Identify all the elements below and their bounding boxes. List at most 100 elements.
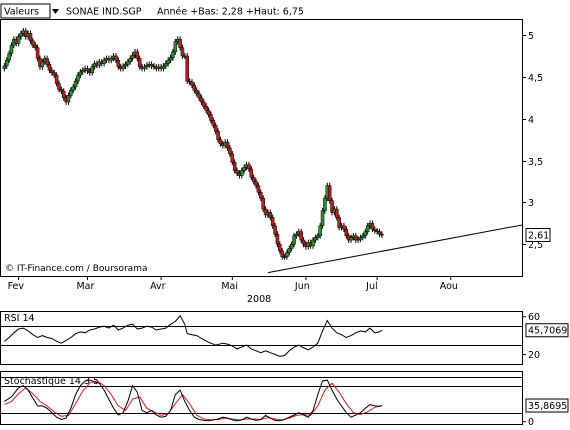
candle-up [349,237,353,241]
candle-up [171,51,175,58]
candle-up [66,95,71,103]
candle-up [166,59,170,64]
candle-down [209,114,213,121]
candle-up [78,71,83,76]
candle-down [225,141,230,149]
candle-down [254,181,258,186]
rsi-value-rect [525,323,569,338]
valeurs-label: Valeurs [4,7,39,18]
candle-up [292,235,296,245]
candle-down [152,65,156,68]
rsi-title: RSI 14 [4,313,35,324]
candle-down [33,44,37,48]
candle-up [40,61,45,68]
candle-down [206,110,211,115]
candle-up [361,235,365,238]
candle-up [128,58,132,63]
candle-up [313,237,318,241]
candle-up [19,33,23,37]
candle-up [16,36,21,44]
candle-down [299,231,303,241]
candle-down [216,131,220,140]
candle-down [28,33,33,42]
candle-down [194,90,199,94]
candle-down [197,93,201,99]
candle-down [185,55,189,82]
stochastic-value-box: 35,8695 [525,398,569,413]
candle-down [202,101,206,107]
candle-down [256,185,261,193]
candle-down [228,147,232,155]
candle-up [365,225,370,232]
price-y-axis: 2,5 3 3,5 4 4,5 5 [522,31,543,251]
candle-down [327,185,332,201]
candle-down [380,233,384,236]
candle-down [335,208,339,218]
dropdown-arrow-icon[interactable] [52,9,59,14]
candle-up [316,235,320,238]
credit-text: © IT-Finance.com / Boursorama [5,264,147,274]
candle-up [2,65,7,69]
candle-up [123,64,128,67]
candle-down [45,58,49,65]
candle-up [109,58,113,61]
candle-up [9,44,14,54]
candle-up [240,170,244,176]
stochastic-y-axis: 0 [522,417,534,428]
support-trendline [267,224,523,274]
last-value-label: 2,61 [528,231,549,242]
month-label: Mar [76,281,94,292]
candle-up [69,90,73,96]
price-panel: 2,5 3 3,5 4 4,5 5 2,61 © IT-Finance.com / Bou… [0,19,551,277]
candle-down [149,64,154,67]
last-value-box: 2,61 [525,228,551,243]
chart-header: Valeurs SONAE IND.SGP Année +Bas: 2,28 +… [0,3,304,19]
rsi-gridlines [1,326,522,346]
candle-down [61,90,66,99]
indicator-tick-label: 60 [528,312,540,323]
candle-up [76,74,80,82]
candle-down [59,89,64,92]
candle-down [337,217,341,228]
candle-up [161,65,166,69]
candle-down [268,212,273,218]
price-y-tick-label: 3 [528,198,534,209]
candlestick-series [2,27,384,260]
candle-down [137,58,142,68]
candle-up [173,41,178,53]
rsi-panel-frame [0,311,523,365]
candle-up [80,69,85,73]
stochastic-k-line [4,379,383,422]
stochastic-value-label: 35,8695 [528,401,567,412]
rsi-value-label: 45,7069 [528,326,567,337]
indicator-tick-label: 0 [528,417,534,428]
candle-up [294,233,299,237]
month-axis: Fev Mar Avr Mai Jun Jul Aou [8,276,458,292]
price-y-tick-label: 4 [528,115,534,126]
candle-down [180,47,185,57]
price-y-tick-label: 3,5 [528,157,543,168]
candle-up [323,197,327,211]
candle-up [164,63,168,67]
candle-down [259,192,263,199]
candle-down [213,125,218,132]
candle-up [363,231,368,237]
year-label: 2008 [247,294,271,305]
candle-down [57,83,61,90]
candle-up [287,248,292,253]
stochastic-panel-frame [0,371,523,425]
candle-down [273,225,277,235]
candle-up [126,61,130,65]
candle-up [318,225,322,237]
month-label: Avr [150,281,166,292]
candle-down [344,228,349,237]
stochastic-panel: Stochastique 14 3 5 0 35,8695 [0,371,569,428]
candle-down [135,51,140,59]
candle-down [230,153,235,163]
candle-down [116,59,121,68]
candle-down [114,55,118,61]
candle-up [142,66,147,69]
candle-up [168,57,173,61]
valeurs-box [0,3,51,19]
